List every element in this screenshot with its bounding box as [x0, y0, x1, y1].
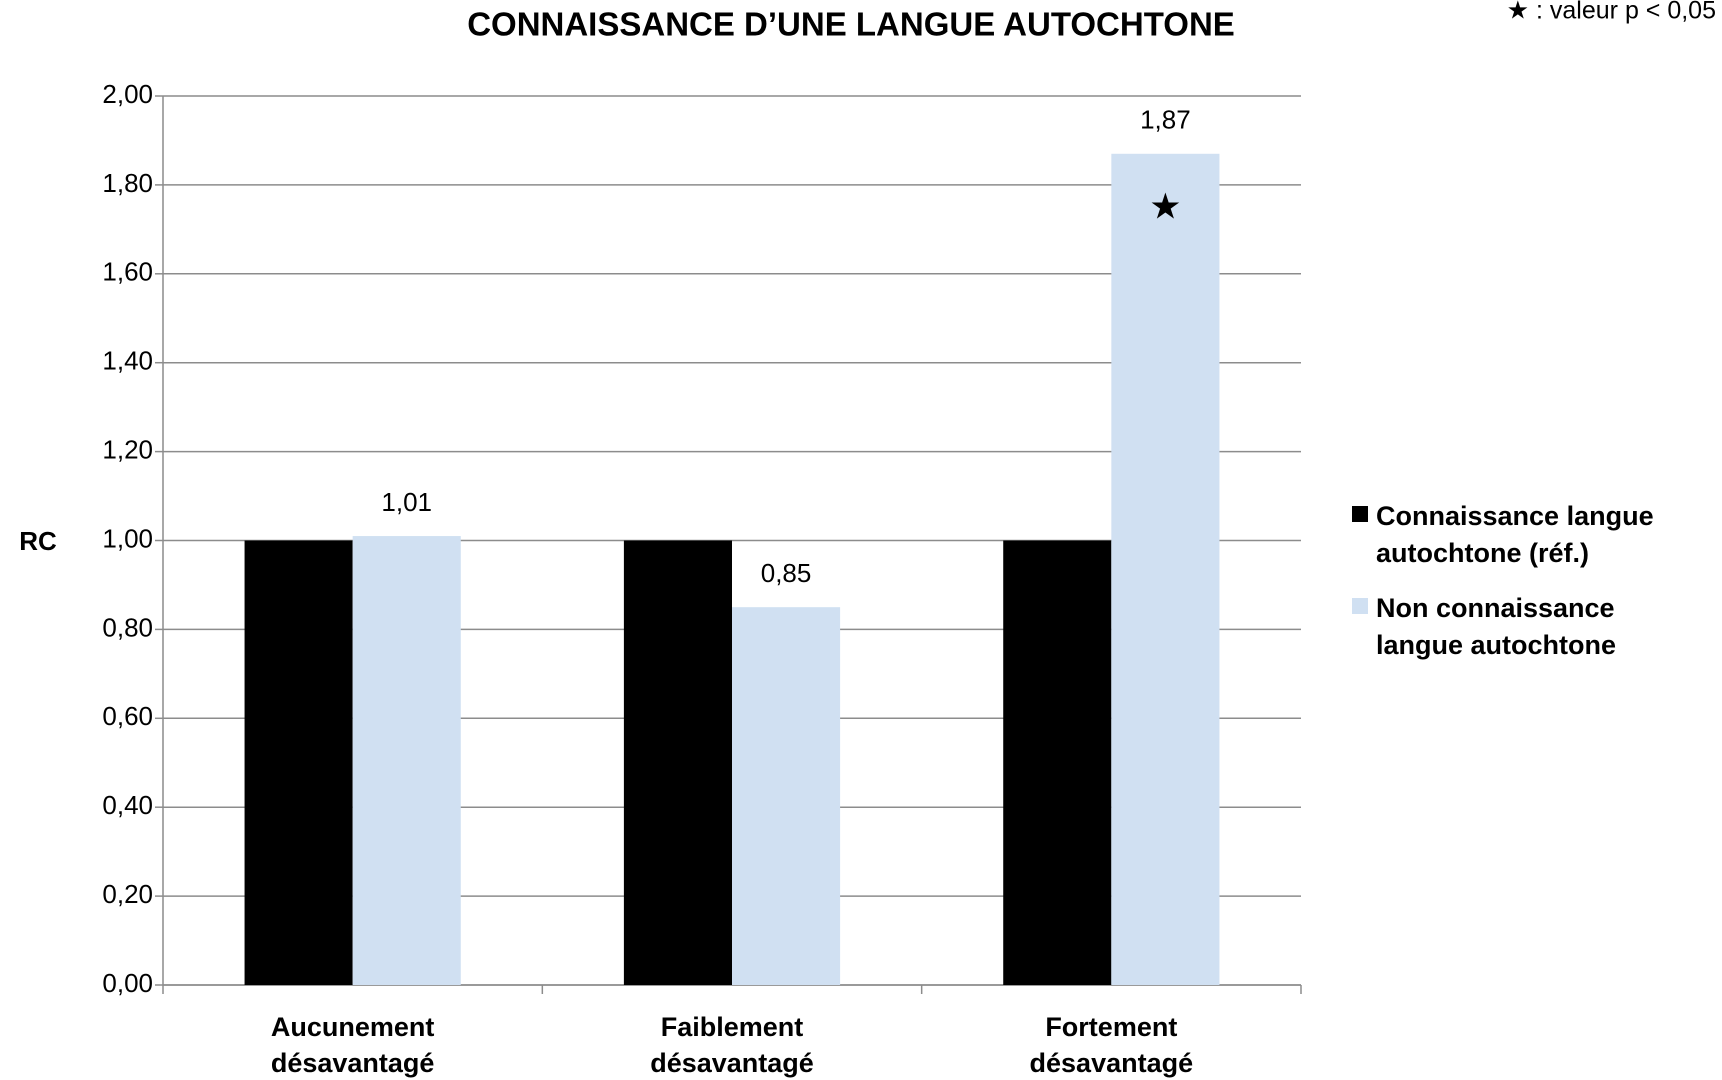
- y-axis-label: RC: [19, 526, 57, 556]
- x-tick-label: Aucunement désavantagé: [270, 1012, 435, 1078]
- y-tick-label: 1,40: [102, 346, 153, 376]
- x-tick-label: Fortement désavantagé: [1029, 1012, 1194, 1078]
- bar: [1111, 153, 1220, 985]
- bar: [623, 540, 732, 985]
- y-tick-label: 0,80: [102, 612, 153, 642]
- legend-swatch: [1352, 506, 1368, 522]
- legend-label: Non connaissance langue autochtone: [1376, 593, 1617, 660]
- y-tick-label: 0,60: [102, 701, 153, 731]
- significance-mark: ★: [1149, 185, 1181, 226]
- y-tick-label: 1,00: [102, 523, 153, 553]
- legend-label: Connaissance langue autochtone (réf.): [1376, 501, 1654, 568]
- bar: [244, 540, 353, 985]
- y-tick-label: 2,00: [102, 79, 153, 109]
- y-tick-label: 1,60: [102, 257, 153, 287]
- legend-swatch: [1352, 598, 1368, 614]
- chart-title: CONNAISSANCE D’UNE LANGUE AUTOCHTONE: [467, 6, 1235, 43]
- x-tick-label: Faiblement désavantagé: [650, 1012, 814, 1078]
- y-tick-label: 1,80: [102, 168, 153, 198]
- y-tick-label: 0,00: [102, 968, 153, 998]
- data-label: 1,01: [381, 487, 432, 517]
- bar: [732, 607, 841, 985]
- y-tick-label: 0,20: [102, 879, 153, 909]
- data-label: 1,87: [1140, 105, 1191, 135]
- y-tick-label: 0,40: [102, 790, 153, 820]
- bar: [352, 536, 461, 985]
- bar: [1003, 540, 1112, 985]
- note: ★ : valeur p < 0,05: [1507, 0, 1716, 25]
- y-tick-label: 1,20: [102, 434, 153, 464]
- data-label: 0,85: [761, 558, 812, 588]
